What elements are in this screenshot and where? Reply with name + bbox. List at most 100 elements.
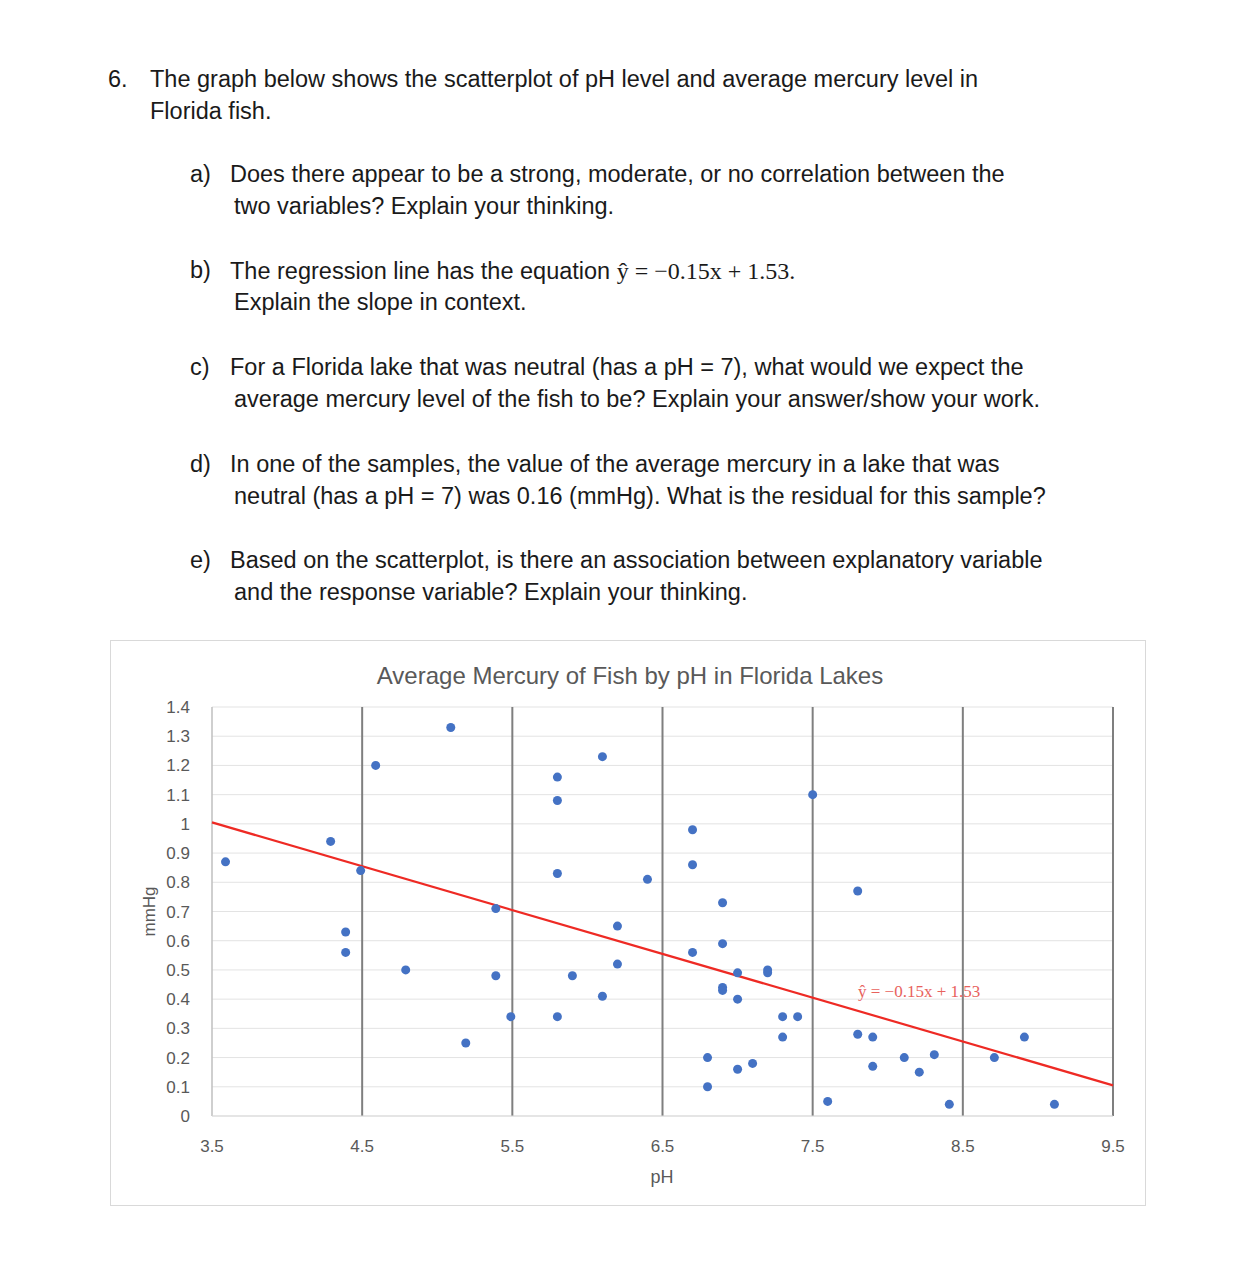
point: [553, 869, 562, 878]
point: [853, 887, 862, 896]
y-tick-label: 0.5: [166, 961, 190, 980]
point: [613, 922, 622, 931]
y-tick-label: 0.8: [166, 873, 190, 892]
point: [688, 860, 697, 869]
point: [808, 790, 817, 799]
x-tick-label: 7.5: [801, 1137, 825, 1156]
part-text: and the response variable? Explain your …: [234, 581, 747, 605]
point: [868, 1062, 877, 1071]
x-tick-label: 4.5: [350, 1137, 374, 1156]
x-tick-label: 3.5: [200, 1137, 224, 1156]
point: [341, 948, 350, 957]
point: [553, 773, 562, 782]
point: [703, 1053, 712, 1062]
point: [688, 948, 697, 957]
question-text: Florida fish.: [150, 100, 271, 124]
y-tick-label: 1: [181, 815, 190, 834]
chart-frame: [110, 640, 1146, 1206]
point: [553, 796, 562, 805]
question-number: 6.: [108, 68, 128, 92]
point: [915, 1068, 924, 1077]
point: [598, 752, 607, 761]
y-tick-label: 0.1: [166, 1078, 190, 1097]
y-tick-label: 1.4: [166, 698, 190, 717]
point: [371, 761, 380, 770]
part-label: e): [190, 549, 211, 573]
point: [568, 971, 577, 980]
point: [718, 898, 727, 907]
part-text: For a Florida lake that was neutral (has…: [230, 356, 1024, 380]
point: [733, 995, 742, 1004]
point: [718, 986, 727, 995]
y-grid: [212, 1116, 1113, 1117]
point: [446, 723, 455, 732]
plot-area: [212, 723, 1113, 1109]
question-text: The graph below shows the scatterplot of…: [150, 68, 978, 92]
point: [326, 837, 335, 846]
x-grid: [1112, 707, 1114, 1116]
point: [643, 875, 652, 884]
point: [793, 1012, 802, 1021]
part-text: two variables? Explain your thinking.: [234, 195, 614, 219]
equation: ŷ = −0.15x + 1.53.: [617, 258, 796, 284]
y-tick-label: 0.4: [166, 990, 190, 1009]
y-tick-label: 0.2: [166, 1049, 190, 1068]
point: [613, 960, 622, 969]
point: [945, 1100, 954, 1109]
x-grid: [212, 707, 213, 1116]
point: [221, 857, 230, 866]
part-text: Explain the slope in context.: [234, 291, 527, 315]
point: [733, 968, 742, 977]
x-grid: [962, 707, 964, 1116]
y-axis-line: [212, 707, 213, 1116]
point: [778, 1033, 787, 1042]
point: [778, 1012, 787, 1021]
y-tick-label: 0.7: [166, 903, 190, 922]
point: [853, 1030, 862, 1039]
point: [868, 1033, 877, 1042]
point: [703, 1082, 712, 1091]
point: [748, 1059, 757, 1068]
point: [491, 971, 500, 980]
part-text: In one of the samples, the value of the …: [230, 453, 999, 477]
x-axis-label: pH: [650, 1167, 673, 1187]
point: [401, 965, 410, 974]
y-tick-label: 0.6: [166, 932, 190, 951]
part-label: d): [190, 453, 211, 477]
x-tick-label: 9.5: [1101, 1137, 1125, 1156]
y-tick-label: 0.9: [166, 844, 190, 863]
x-grid: [361, 707, 363, 1116]
point: [506, 1012, 515, 1021]
point: [341, 927, 350, 936]
chart: Average Mercury of Fish by pH in Florida…: [0, 0, 1233, 1270]
y-tick-label: 1.1: [166, 786, 190, 805]
y-tick-label: 1.2: [166, 756, 190, 775]
point: [930, 1050, 939, 1059]
point: [461, 1038, 470, 1047]
x-axis-line: [212, 1116, 1113, 1117]
point: [356, 866, 365, 875]
point: [1020, 1033, 1029, 1042]
x-tick-label: 5.5: [501, 1137, 525, 1156]
point: [598, 992, 607, 1001]
x-grid: [812, 707, 814, 1116]
y-tick-label: 1.3: [166, 727, 190, 746]
point: [733, 1065, 742, 1074]
regression-label: ŷ = −0.15x + 1.53: [858, 982, 980, 1001]
point: [823, 1097, 832, 1106]
point: [1050, 1100, 1059, 1109]
x-tick-label: 6.5: [651, 1137, 675, 1156]
x-grid: [662, 707, 664, 1116]
point: [553, 1012, 562, 1021]
y-tick-label: 0.3: [166, 1019, 190, 1038]
y-tick-label: 0: [181, 1107, 190, 1126]
part-text: average mercury level of the fish to be?…: [234, 388, 1040, 412]
part-text: Based on the scatterplot, is there an as…: [230, 549, 1043, 573]
point: [688, 825, 697, 834]
x-grid: [511, 707, 513, 1116]
x-tick-label: 8.5: [951, 1137, 975, 1156]
part-label: b): [190, 259, 211, 283]
chart-title: Average Mercury of Fish by pH in Florida…: [377, 662, 883, 689]
point: [990, 1053, 999, 1062]
point: [491, 904, 500, 913]
